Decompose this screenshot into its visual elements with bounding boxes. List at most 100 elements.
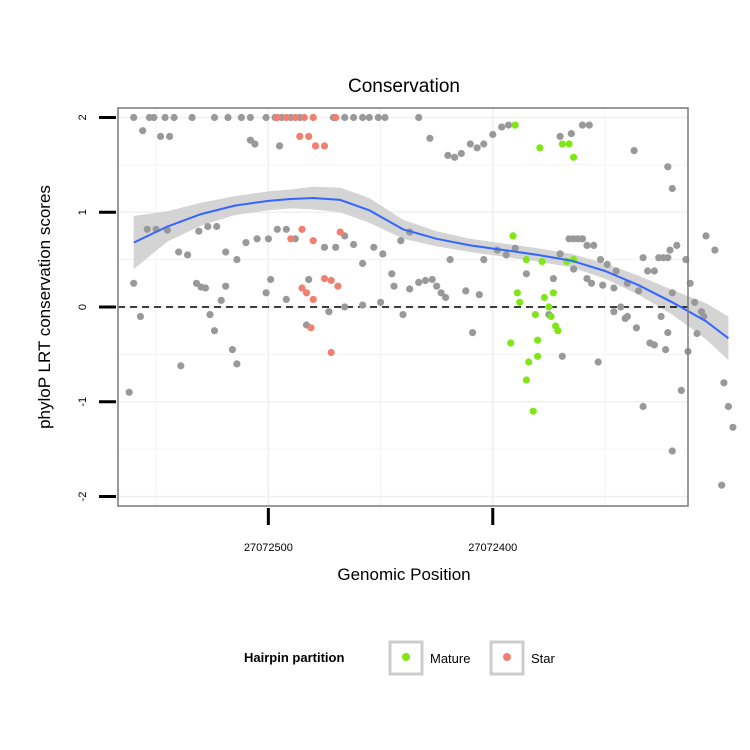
data-point-other: [150, 113, 158, 122]
data-point-other: [251, 140, 259, 148]
data-point-other: [222, 248, 230, 256]
data-point-other: [664, 163, 672, 171]
data-point-other: [650, 267, 658, 275]
data-point-other: [390, 282, 398, 290]
data-point-other: [489, 130, 497, 139]
data-point-other: [282, 295, 290, 303]
data-point-star: [327, 276, 335, 285]
data-point-other: [504, 121, 513, 129]
data-point-other: [365, 113, 373, 122]
data-point-other: [332, 243, 340, 251]
data-point-other: [475, 291, 483, 299]
data-point-other: [668, 447, 676, 455]
data-point-star: [320, 142, 329, 150]
data-point-other: [262, 113, 270, 122]
data-point-other: [578, 121, 587, 129]
data-point-other: [466, 140, 474, 148]
data-point-other: [350, 113, 358, 122]
data-point-mature: [511, 121, 519, 129]
data-point-other: [282, 225, 290, 233]
data-point-other: [585, 121, 593, 129]
x-tick-label: 27072500: [244, 542, 293, 554]
data-point-other: [406, 285, 414, 293]
data-point-other: [444, 151, 452, 159]
data-point-other: [233, 256, 241, 264]
data-point-other: [341, 113, 349, 122]
legend-key-star-box: [489, 640, 525, 676]
data-point-other: [157, 132, 165, 140]
y-axis-title: phyloP LRT conservation scores: [35, 185, 54, 429]
data-point-other: [201, 284, 210, 292]
data-point-mature: [538, 257, 546, 266]
data-point-other: [170, 113, 178, 122]
data-point-mature: [507, 339, 515, 347]
data-point-star: [311, 142, 320, 150]
data-point-other: [426, 134, 434, 142]
y-axis: -2 -1 0 1 2: [77, 114, 116, 501]
data-point-other: [635, 287, 643, 295]
data-point-other: [610, 308, 618, 316]
data-point-other: [673, 241, 681, 249]
data-point-other: [253, 235, 261, 243]
data-point-other: [377, 298, 385, 306]
y-tick-label: 2: [77, 114, 89, 120]
data-point-other: [664, 329, 672, 337]
data-point-other: [632, 324, 641, 332]
data-point-other: [359, 259, 367, 267]
data-point-other: [341, 303, 349, 311]
data-point-other: [237, 113, 245, 122]
data-point-other: [462, 287, 470, 295]
legend-label-star: Star: [531, 651, 556, 666]
data-point-other: [587, 279, 596, 287]
data-point-mature: [540, 293, 549, 302]
data-point-mature: [570, 153, 578, 161]
data-point-other: [188, 113, 196, 122]
data-point-mature: [558, 140, 566, 148]
data-point-other: [480, 140, 488, 148]
data-point-mature: [516, 298, 524, 306]
data-point-other: [583, 275, 591, 283]
data-point-other: [379, 250, 387, 258]
data-point-mature: [565, 140, 573, 148]
data-point-other: [161, 113, 169, 122]
data-point-other: [442, 293, 450, 302]
data-point-other: [136, 312, 144, 321]
data-point-other: [583, 241, 591, 249]
data-point-other: [359, 113, 367, 122]
data-point-other: [729, 423, 737, 431]
data-point-other: [175, 248, 183, 256]
data-point-other: [305, 275, 313, 284]
data-point-other: [693, 329, 701, 338]
data-point-other: [370, 243, 378, 251]
data-point-other: [556, 250, 564, 258]
data-point-mature: [529, 407, 537, 415]
data-point-other: [262, 289, 270, 297]
data-point-other: [177, 362, 185, 370]
data-point-other: [273, 225, 281, 233]
data-point-other: [702, 232, 710, 240]
chart-title: Conservation: [348, 76, 460, 97]
data-point-mature: [545, 303, 553, 311]
data-point-other: [217, 296, 225, 304]
data-point-other: [594, 358, 602, 366]
data-point-other: [204, 222, 212, 231]
data-point-star: [334, 282, 342, 290]
data-point-other: [267, 275, 275, 284]
data-point-other: [224, 113, 232, 122]
data-point-other: [724, 402, 733, 411]
data-point-mature: [525, 358, 533, 366]
data-point-other: [666, 246, 674, 254]
data-point-other: [610, 284, 618, 292]
data-point-star: [302, 289, 311, 297]
data-point-other: [210, 327, 219, 335]
data-point-other: [381, 113, 389, 122]
data-point-other: [662, 346, 670, 354]
data-point-other: [457, 149, 465, 158]
data-point-other: [630, 147, 638, 155]
data-point-star: [273, 113, 281, 122]
data-point-star: [282, 113, 290, 122]
data-point-star: [307, 324, 315, 332]
data-point-star: [332, 113, 340, 122]
data-point-other: [374, 113, 382, 122]
y-tick-label: -2: [77, 492, 89, 502]
